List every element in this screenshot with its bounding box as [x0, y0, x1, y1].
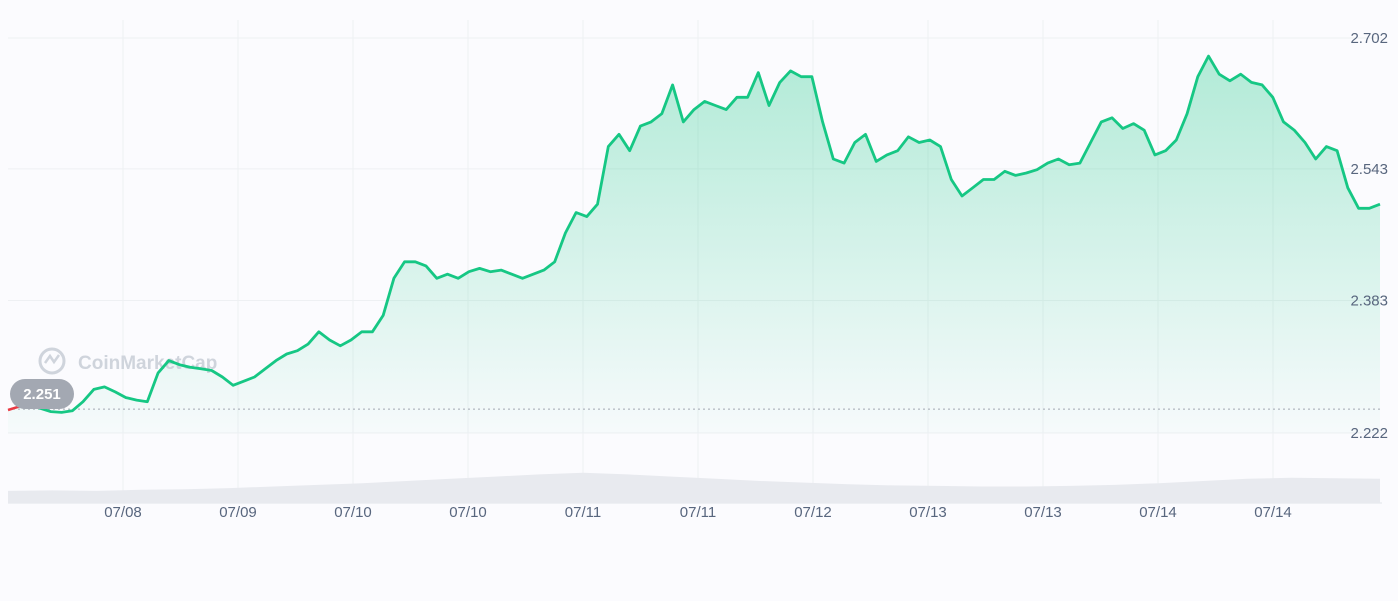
- x-tick-label-4: 07/11: [565, 504, 601, 521]
- x-tick-label-9: 07/14: [1139, 504, 1177, 521]
- current-price-badge: 2.251: [10, 379, 74, 409]
- x-tick-label-7: 07/13: [909, 504, 947, 521]
- y-axis: 2.222 2.383 2.543 2.702: [1350, 30, 1388, 442]
- volume-area: [8, 472, 1380, 503]
- coinmarketcap-logo-icon: [38, 347, 66, 375]
- badge-background: [10, 379, 74, 409]
- x-tick-label-6: 07/12: [794, 504, 832, 521]
- badge-value: 2.251: [23, 386, 61, 403]
- x-axis: 07/08 07/09 07/10 07/10 07/11 07/11 07/12 07/13…: [104, 504, 1292, 521]
- x-tick-label-0: 07/08: [104, 504, 142, 521]
- price-area: [8, 56, 1380, 433]
- x-tick-label-2: 07/10: [334, 504, 372, 521]
- watermark-text: CoinMarketCap: [78, 353, 217, 374]
- x-tick-label-5: 07/11: [680, 504, 716, 521]
- price-line-up: [28, 54, 1381, 414]
- watermark: CoinMarketCap: [38, 347, 217, 375]
- y-tick-label-0: 2.222: [1350, 425, 1388, 442]
- x-tick-label-3: 07/10: [449, 504, 487, 521]
- x-tick-label-1: 07/09: [219, 504, 257, 521]
- y-tick-label-1: 2.383: [1350, 293, 1388, 310]
- volume-bars: [8, 472, 1380, 503]
- y-tick-label-2: 2.543: [1350, 161, 1388, 178]
- y-tick-label-3: 2.702: [1350, 30, 1388, 47]
- x-tick-label-8: 07/13: [1024, 504, 1062, 521]
- x-tick-label-10: 07/14: [1254, 504, 1292, 521]
